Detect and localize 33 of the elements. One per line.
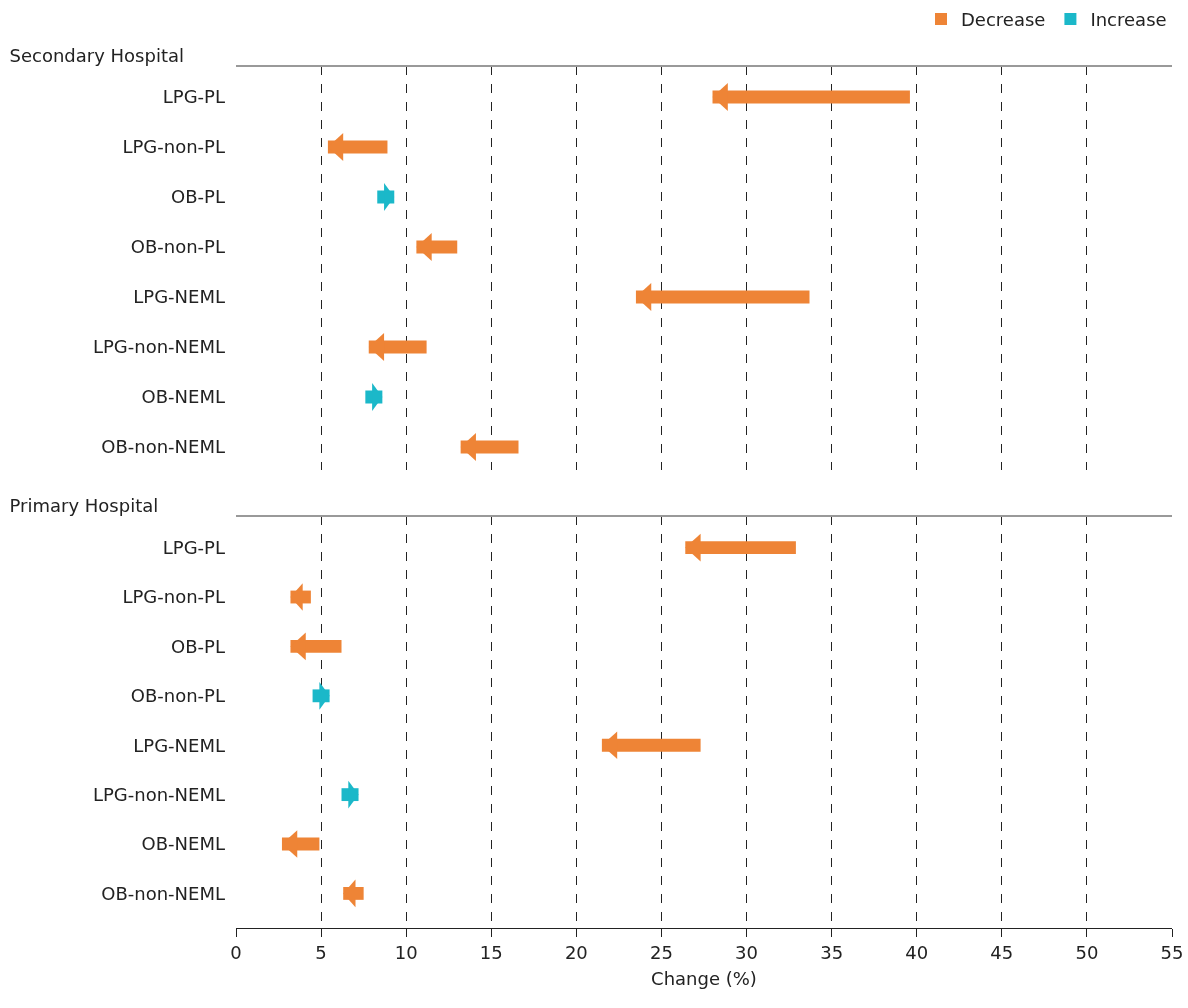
x-tick-label: 5 — [315, 941, 327, 963]
y-tick-label: OB-PL — [171, 186, 225, 208]
y-tick-label: LPG-NEML — [133, 734, 225, 756]
y-tick-label: OB-non-PL — [130, 685, 225, 707]
x-tick-label: 45 — [990, 941, 1014, 963]
y-tick-label: LPG-PL — [162, 86, 225, 108]
x-tick-label: 50 — [1075, 941, 1099, 963]
legend-label: Increase — [1090, 8, 1167, 30]
text: Primary Hospital — [9, 495, 159, 516]
y-tick-label: OB-PL — [171, 635, 225, 657]
chart-title: Secondary Hospital — [9, 45, 184, 66]
x-tick-label: 10 — [394, 941, 418, 963]
y-tick-label: LPG-PL — [162, 536, 225, 558]
x-tick-label: 0 — [230, 941, 242, 963]
y-tick-label: LPG-NEML — [133, 286, 225, 308]
y-tick-label: LPG-non-PL — [122, 586, 225, 608]
x-tick-label: 30 — [735, 941, 758, 963]
y-tick-label: OB-non-NEML — [101, 882, 225, 904]
x-axis-title: Change (%) — [651, 967, 757, 989]
x-tick-label: 40 — [905, 941, 929, 963]
y-tick-label: LPG-non-PL — [122, 136, 225, 158]
y-tick-label: OB-NEML — [141, 833, 225, 855]
x-tick-label: 35 — [820, 941, 844, 963]
x-tick-label: 25 — [650, 941, 673, 963]
x-tick-label: 55 — [1160, 941, 1184, 963]
y-tick-label: OB-non-NEML — [101, 436, 225, 458]
x-tick-label: 20 — [564, 941, 588, 963]
x-tick-label: 15 — [479, 941, 503, 963]
y-tick-label: OB-non-PL — [130, 236, 225, 258]
y-tick-label: LPG-non-NEML — [92, 336, 225, 358]
y-tick-label: LPG-non-NEML — [92, 783, 225, 805]
y-tick-label: OB-NEML — [141, 386, 225, 408]
legend-label: Decrease — [961, 8, 1046, 30]
